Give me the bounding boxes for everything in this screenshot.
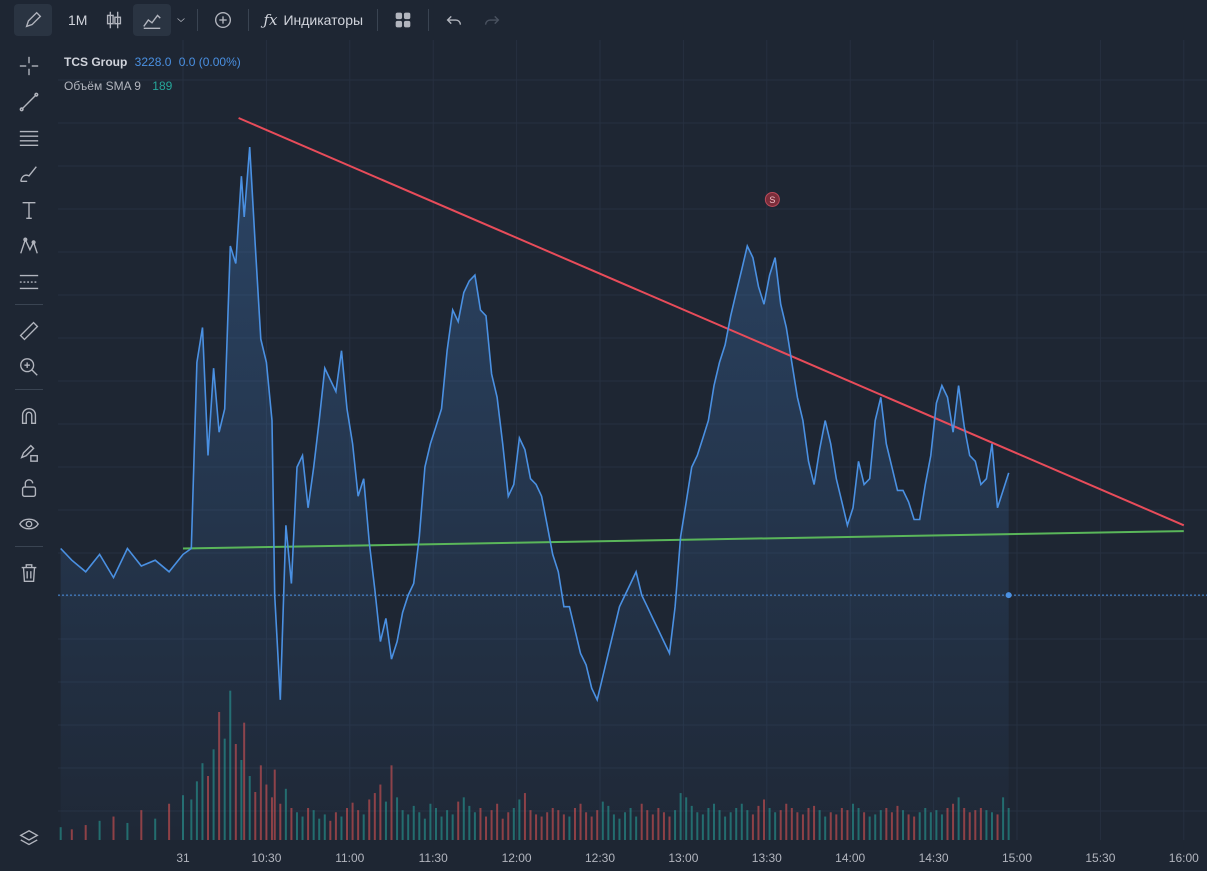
- horizontal-lines-icon: [19, 130, 39, 147]
- magnet-icon: [21, 407, 37, 425]
- indicators-label: Индикаторы: [283, 12, 364, 28]
- time-tick-label: 12:00: [502, 851, 532, 865]
- support-trendline: [182, 530, 1184, 550]
- undo-button[interactable]: [435, 4, 473, 36]
- fib-tool[interactable]: [11, 266, 47, 298]
- time-tick-label: 13:00: [668, 851, 698, 865]
- resistance-trendline: [238, 117, 1185, 527]
- redo-icon: [484, 15, 500, 25]
- unlock-tool[interactable]: [11, 472, 47, 504]
- time-tick-label: 10:30: [251, 851, 281, 865]
- zoom-tool[interactable]: [11, 351, 47, 383]
- time-tick-label: 11:30: [419, 851, 448, 865]
- trend-line-tool[interactable]: [11, 86, 47, 118]
- chart-style-dropdown[interactable]: [171, 4, 191, 36]
- object-tree-tool[interactable]: [11, 823, 47, 855]
- symbol-price: 3228.0: [134, 55, 172, 69]
- price-area: [60, 147, 1009, 841]
- toolbar-divider: [248, 9, 250, 31]
- crosshair-icon: [19, 56, 39, 76]
- horizontal-lines-tool[interactable]: [11, 122, 47, 154]
- ruler-icon: [19, 321, 39, 341]
- pattern-tool[interactable]: [11, 230, 47, 262]
- layers-icon: [19, 829, 39, 846]
- undo-icon: [446, 15, 462, 25]
- marker-label: S: [769, 195, 775, 205]
- symbol-change: 0.0 (0.00%): [178, 55, 241, 69]
- volume-indicator-value: 189: [152, 79, 173, 93]
- compare-button[interactable]: [204, 4, 242, 36]
- time-tick-label: 15:30: [1085, 851, 1115, 865]
- pencil-lock-icon: [20, 444, 38, 462]
- grid-layout-icon: [395, 12, 411, 28]
- sidebar-divider: [15, 389, 43, 390]
- volume-row: Объём SMA 9 189: [64, 74, 241, 98]
- trash-icon: [21, 564, 37, 582]
- eye-icon: [19, 518, 39, 530]
- time-tick-label: 12:30: [585, 851, 615, 865]
- unlock-icon: [21, 479, 37, 497]
- remove-drawings-tool[interactable]: [11, 557, 47, 589]
- pattern-icon: [20, 237, 38, 254]
- plus-circle-icon: [215, 11, 232, 29]
- area-style-button[interactable]: [133, 4, 172, 36]
- time-tick-label: 14:30: [919, 851, 949, 865]
- time-axis: 31 10:30 11:00 11:30 12:00 12:30 13:00 13:30 14:…: [176, 851, 1199, 865]
- time-tick-label: 31: [176, 851, 190, 865]
- fx-icon: ƒx: [263, 11, 278, 29]
- crosshair-tool[interactable]: [11, 50, 47, 82]
- magnet-tool[interactable]: [11, 400, 47, 432]
- layouts-button[interactable]: [384, 4, 422, 36]
- toolbar-divider: [428, 9, 430, 31]
- chevron-down-icon: [177, 18, 186, 22]
- volume-indicator-name: Объём SMA 9: [64, 79, 141, 93]
- pencil-icon: [25, 11, 42, 28]
- last-price-dot: [1005, 592, 1012, 599]
- brush-tool[interactable]: [11, 158, 47, 190]
- brush-icon: [20, 166, 37, 183]
- interval-label: 1M: [68, 12, 88, 28]
- sidebar-divider: [15, 546, 43, 547]
- redo-button[interactable]: [473, 4, 511, 36]
- time-tick-label: 16:00: [1169, 851, 1199, 865]
- zoom-in-icon: [20, 358, 38, 376]
- time-tick-label: 14:00: [835, 851, 865, 865]
- sidebar-divider: [15, 304, 43, 305]
- candles-style-button[interactable]: [95, 4, 133, 36]
- top-toolbar: 1M ƒx Индикаторы: [0, 0, 1207, 40]
- volume-bar: [59, 827, 62, 840]
- price-line: [60, 147, 1010, 703]
- symbol-row: TCS Group 3228.0 0.0 (0.00%): [64, 50, 241, 74]
- time-tick-label: 13:30: [752, 851, 782, 865]
- time-tick-label: 15:00: [1002, 851, 1032, 865]
- lock-drawings-tool[interactable]: [11, 436, 47, 468]
- time-tick-label: 11:00: [335, 851, 364, 865]
- trend-line-icon: [19, 92, 39, 112]
- chart-legend: TCS Group 3228.0 0.0 (0.00%) Объём SMA 9…: [64, 50, 241, 98]
- interval-button[interactable]: 1M: [60, 4, 95, 36]
- symbol-name: TCS Group: [64, 55, 128, 69]
- ruler-tool[interactable]: [11, 315, 47, 347]
- s-marker[interactable]: S: [764, 191, 780, 207]
- trendlines: [182, 117, 1185, 550]
- marker-circle: [764, 191, 780, 207]
- price-chart[interactable]: S 31 10:30 11:00 11:30 12:00 12:30 13:00 13:30 1…: [58, 40, 1207, 871]
- text-icon: [22, 201, 36, 219]
- drawing-sidebar: [0, 40, 58, 871]
- fibonacci-icon: [19, 274, 39, 290]
- pencil-tool-button[interactable]: [14, 4, 52, 36]
- text-tool[interactable]: [11, 194, 47, 226]
- hide-drawings-tool[interactable]: [11, 508, 47, 540]
- candlestick-icon: [107, 11, 122, 29]
- toolbar-divider: [197, 9, 199, 31]
- area-chart-icon: [143, 14, 162, 29]
- toolbar-divider: [377, 9, 379, 31]
- indicators-button[interactable]: ƒx Индикаторы: [255, 4, 371, 36]
